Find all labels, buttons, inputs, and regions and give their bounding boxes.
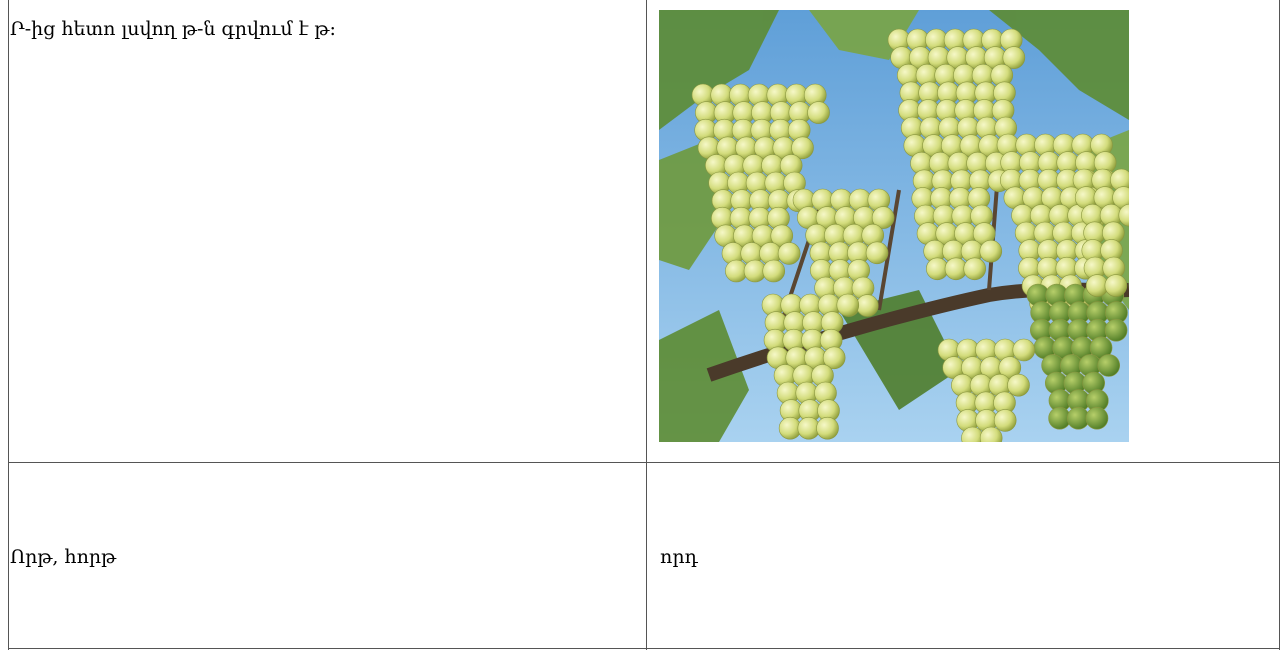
grape-berry [865, 241, 889, 265]
grape-berry [807, 101, 830, 124]
grape-berry [979, 239, 1003, 263]
table-border-right [1279, 0, 1280, 650]
grape-berry [871, 206, 895, 229]
cell-text: Որթ, հորթ [10, 546, 117, 568]
grape-berry [963, 257, 987, 281]
table-border-left [8, 0, 9, 650]
grape-berry [836, 293, 860, 317]
grape-berry [1007, 373, 1030, 397]
grape-berry [777, 242, 801, 265]
grape-berry [816, 416, 839, 440]
grape-berry [979, 426, 1003, 442]
grape-clusters [691, 28, 1129, 442]
cell-text: Ր-ից հետո լսվող թ-ն գրվում է թ: [10, 18, 336, 40]
grape-berry [993, 409, 1017, 432]
grape-berry [1118, 203, 1129, 227]
grape-berry [1002, 46, 1026, 69]
grape-berry [1097, 354, 1121, 377]
row-divider [8, 462, 1280, 463]
grape-berry [822, 346, 846, 370]
grape-photo [659, 10, 1129, 442]
grape-berry [1104, 274, 1128, 297]
grape-berry [791, 136, 814, 160]
grape-berry [1085, 406, 1109, 430]
grape-berry [1104, 318, 1128, 342]
table-border-bottom [8, 648, 1280, 649]
grape-berry [1012, 338, 1036, 362]
cell-text: որդ [660, 546, 698, 568]
grape-berry [762, 259, 786, 283]
table-border-middle [646, 0, 647, 650]
grape-berry [856, 294, 879, 317]
